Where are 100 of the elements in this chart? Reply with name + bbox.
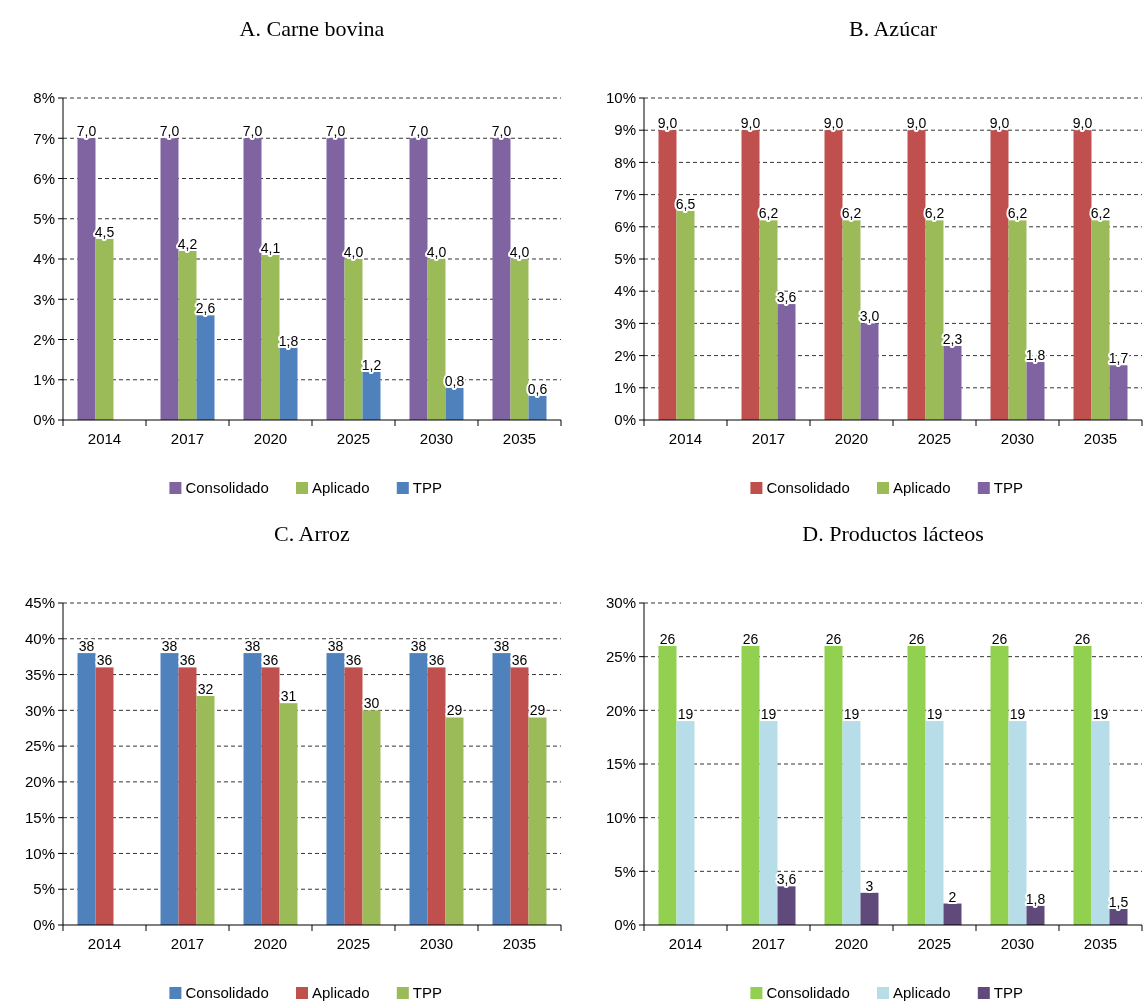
bar: [842, 721, 861, 925]
data-label: 29: [446, 702, 463, 719]
y-tick-label: 20%: [605, 701, 636, 719]
x-tick-label: 2014: [87, 935, 122, 952]
data-label: 4,0: [509, 244, 530, 260]
legend-label: TPP: [412, 479, 442, 497]
y-tick-label: 35%: [24, 665, 55, 683]
x-tick-label: 2020: [834, 430, 869, 447]
bar: [492, 653, 511, 925]
data-label: 4,0: [426, 244, 447, 260]
legend-label: TPP: [993, 479, 1023, 497]
legend-label: Consolidado: [766, 479, 850, 497]
chart-title: D. Productos lácteos: [802, 521, 984, 546]
bar: [445, 387, 464, 420]
bar: [777, 304, 796, 420]
bar: [160, 653, 179, 925]
y-tick-label: 3%: [614, 314, 636, 332]
bar: [279, 347, 298, 420]
bar: [1008, 220, 1027, 420]
y-tick-label: 4%: [614, 282, 636, 300]
y-tick-label: 15%: [24, 808, 55, 826]
x-tick-label: 2017: [751, 430, 786, 447]
data-label: 19: [926, 706, 943, 723]
data-label: 4,5: [94, 223, 115, 240]
y-tick-label: 2%: [33, 330, 55, 348]
data-label: 9,0: [1072, 115, 1093, 132]
bar: [1091, 721, 1110, 925]
legend-label: TPP: [412, 984, 442, 1002]
legend-label: Consolidado: [185, 984, 269, 1002]
x-tick-label: 2030: [419, 935, 454, 952]
data-label: 0,6: [527, 380, 548, 397]
bar: [860, 892, 879, 925]
bar: [676, 721, 695, 925]
bar: [445, 717, 464, 925]
y-tick-label: 10%: [24, 844, 55, 862]
data-label: 38: [244, 638, 261, 655]
bar: [990, 645, 1009, 925]
data-label: 7,0: [159, 123, 180, 140]
data-label: 29: [529, 702, 546, 719]
data-label: 3,0: [859, 308, 880, 325]
y-tick-label: 9%: [614, 121, 636, 139]
data-label: 4,0: [343, 244, 364, 260]
y-tick-label: 45%: [24, 594, 55, 612]
bar: [925, 721, 944, 925]
data-label: 1,7: [1108, 350, 1129, 367]
y-tick-label: 15%: [605, 755, 636, 773]
bar: [261, 667, 280, 925]
bar: [95, 667, 114, 925]
bar: [196, 696, 215, 925]
data-label: 9,0: [823, 115, 844, 132]
y-tick-label: 6%: [33, 169, 55, 187]
x-tick-label: 2035: [1083, 935, 1118, 952]
bar: [759, 220, 778, 420]
bar: [1026, 362, 1045, 420]
bar: [510, 667, 529, 925]
data-label: 1,8: [1025, 890, 1046, 907]
data-label: 3: [865, 877, 874, 894]
data-label: 6,5: [675, 195, 696, 212]
data-label: 36: [345, 652, 362, 669]
data-label: 2: [948, 888, 957, 905]
x-tick-label: 2020: [834, 935, 869, 952]
bar: [326, 138, 345, 420]
y-tick-label: 10%: [605, 808, 636, 826]
y-tick-label: 0%: [614, 916, 636, 934]
data-label: 19: [760, 706, 777, 723]
bar: [943, 903, 962, 925]
y-tick-label: 7%: [614, 185, 636, 203]
legend-label: TPP: [993, 984, 1023, 1002]
bar: [178, 667, 197, 925]
y-tick-label: 4%: [33, 250, 55, 268]
data-label: 26: [908, 630, 925, 647]
x-tick-label: 2035: [502, 430, 537, 447]
data-label: 6,2: [841, 205, 862, 222]
data-label: 26: [1074, 630, 1091, 647]
data-label: 1,8: [1025, 347, 1046, 364]
bar: [362, 710, 381, 925]
bar: [1073, 645, 1092, 925]
chart-title: B. Azúcar: [849, 16, 938, 41]
x-tick-label: 2017: [170, 935, 205, 952]
bar: [344, 667, 363, 925]
x-tick-label: 2035: [1083, 430, 1118, 447]
y-tick-label: 3%: [33, 290, 55, 308]
legend-label: Aplicado: [312, 984, 370, 1002]
data-label: 26: [991, 630, 1008, 647]
data-label: 26: [825, 630, 842, 647]
x-tick-label: 2014: [668, 935, 703, 952]
bar: [824, 130, 843, 420]
bar: [1008, 721, 1027, 925]
data-label: 7,0: [76, 123, 97, 140]
y-tick-label: 1%: [614, 379, 636, 397]
y-tick-label: 0%: [33, 916, 55, 934]
y-tick-label: 30%: [24, 701, 55, 719]
bar: [196, 315, 215, 420]
x-tick-label: 2030: [1000, 430, 1035, 447]
bar: [528, 717, 547, 925]
legend-label: Consolidado: [766, 984, 850, 1002]
data-label: 0,8: [444, 372, 465, 389]
bar: [1073, 130, 1092, 420]
bar: [1091, 220, 1110, 420]
data-label: 32: [197, 681, 214, 698]
